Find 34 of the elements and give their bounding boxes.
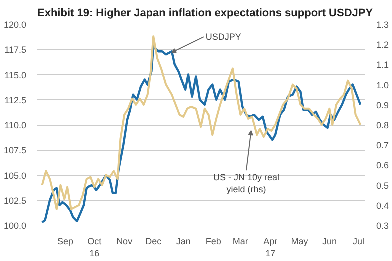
y2-tick-label: 1.2	[376, 40, 390, 50]
x-tick-label: May	[291, 236, 309, 246]
x-tick-label: Apr 17	[264, 236, 278, 258]
y2-tick-label: 1.0	[376, 80, 390, 90]
x-tick-label: Dec	[146, 236, 162, 246]
y-tick-label: 112.5	[4, 95, 27, 106]
y2-tick-label: 1.3	[376, 20, 390, 30]
annotation: US - JN 10y real yield (rhs)	[213, 172, 280, 195]
chart-title: Exhibit 19: Higher Japan inflation expectations support USDJPY	[38, 8, 374, 20]
x-tick-label: Feb	[206, 236, 222, 246]
y-tick-label: 117.5	[4, 45, 27, 56]
x-tick-label: Jan	[176, 236, 191, 246]
y-tick-label: 105.0	[4, 170, 27, 181]
annotation: USDJPY	[206, 32, 242, 42]
x-tick-label: Jul	[352, 236, 364, 246]
y-tick-label: 102.5	[4, 196, 27, 206]
x-tick-label: Nov	[116, 236, 134, 246]
x-tick-label: Mar	[232, 236, 248, 246]
y2-tick-label: 0.3	[376, 221, 390, 231]
y2-tick-label: 0.9	[376, 100, 390, 110]
y2-tick-label: 0.7	[376, 140, 390, 151]
x-tick-label: Oct 16	[88, 236, 102, 258]
y-tick-label: 115.0	[4, 70, 27, 80]
y2-tick-label: 0.8	[376, 120, 390, 130]
x-tick-label: Sep	[58, 236, 74, 246]
y2-tick-label: 0.5	[376, 180, 390, 191]
y2-tick-label: 1.1	[376, 60, 390, 70]
y2-tick-label: 0.4	[376, 200, 390, 211]
y-tick-label: 100.0	[4, 221, 27, 231]
y2-tick-label: 0.6	[376, 160, 390, 171]
y-tick-label: 107.5	[4, 146, 27, 156]
x-tick-label: Jun	[322, 236, 337, 246]
y-tick-label: 120.0	[4, 20, 27, 30]
y-tick-label: 110.0	[4, 120, 27, 130]
